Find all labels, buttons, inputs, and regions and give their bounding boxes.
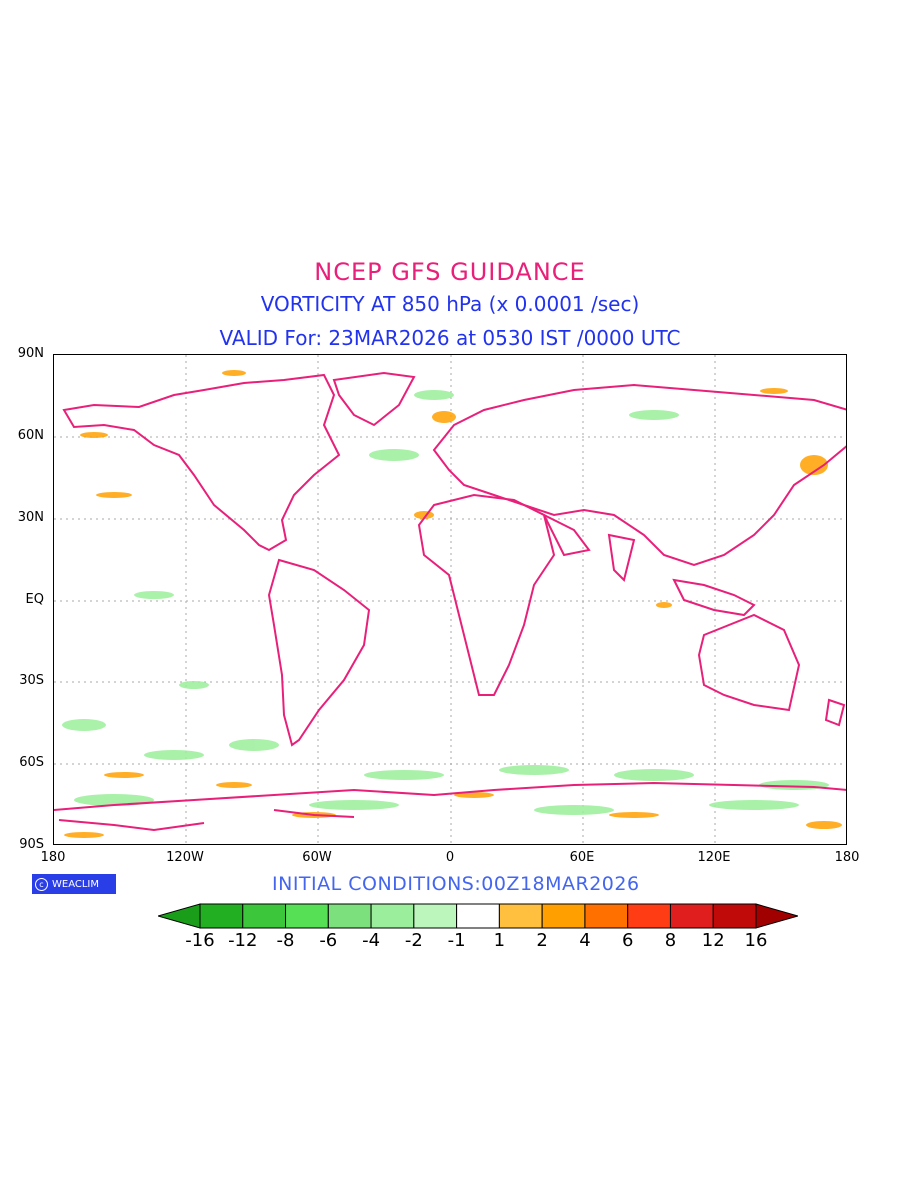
colorbar-tick-label: -2: [404, 930, 423, 951]
colorbar-tick-label: 1: [493, 930, 506, 951]
lon-label-180e: 180: [834, 850, 860, 865]
colorbar-swatch: [498, 903, 543, 929]
lon-label-180w: 180: [40, 850, 66, 865]
colorbar-swatch: [541, 903, 586, 929]
map-gridlines: [54, 355, 846, 844]
colorbar-swatch: [242, 903, 287, 929]
vorticity-field: [62, 370, 842, 838]
colorbar-extend-low: [158, 903, 201, 929]
colorbar-swatch: [456, 903, 500, 929]
map-title: NCEP GFS GUIDANCE: [314, 258, 586, 286]
colorbar-tick-label: 4: [579, 930, 591, 951]
colorbar-tick-label: -4: [362, 930, 381, 951]
colorbar-tick-label: -8: [276, 930, 295, 951]
lat-label-60n: 60N: [17, 428, 44, 443]
lon-label-60e: 60E: [569, 850, 595, 865]
colorbar-tick-label: 12: [701, 930, 725, 951]
colorbar-tick-label: 2: [536, 930, 548, 951]
lat-label-30n: 30N: [17, 510, 44, 525]
colorbar-tick-label: -1: [447, 930, 466, 951]
colorbar-tick-label: 8: [664, 930, 677, 951]
lon-label-60w: 60W: [302, 850, 332, 865]
colorbar-extend-high: [755, 903, 798, 929]
lon-label-120e: 120E: [697, 850, 731, 865]
lat-label-eq: EQ: [25, 592, 44, 607]
colorbar-swatch: [712, 903, 757, 929]
colorbar-tick-label: -6: [319, 930, 338, 951]
colorbar-swatch: [285, 903, 329, 929]
logo-text: WEACLIM: [52, 878, 100, 890]
weaclim-logo[interactable]: c WEACLIM: [32, 874, 116, 894]
colorbar-swatch: [199, 903, 244, 929]
colorbar-swatch: [627, 903, 671, 929]
colorbar-tick-label: -12: [228, 930, 258, 951]
lat-label-90s: 90S: [19, 837, 44, 852]
lat-label-30s: 30S: [19, 673, 44, 688]
colorbar-swatch: [327, 903, 372, 929]
map-panel[interactable]: [53, 354, 847, 845]
colorbar-tick-label: 16: [744, 930, 768, 951]
coastlines: [54, 371, 846, 832]
colorbar-swatch: [584, 903, 629, 929]
colorbar-swatch: [413, 903, 458, 929]
map-subtitle-variable: VORTICITY AT 850 hPa (x 0.0001 /sec): [260, 292, 640, 316]
colorbar-tick-label: -16: [185, 930, 215, 951]
initial-conditions-label: INITIAL CONDITIONS:00Z18MAR2026: [272, 873, 640, 895]
copyright-circle-icon: c: [35, 877, 48, 891]
lat-label-90n: 90N: [17, 346, 44, 361]
lon-label-120w: 120W: [166, 850, 204, 865]
colorbar-swatch: [669, 903, 714, 929]
lon-label-0: 0: [445, 850, 455, 865]
lat-label-60s: 60S: [19, 755, 44, 770]
map-subtitle-valid-time: VALID For: 23MAR2026 at 0530 IST /0000 U…: [219, 326, 681, 350]
colorbar-tick-label: 6: [621, 930, 634, 951]
vorticity-map: [54, 355, 846, 844]
colorbar: [158, 903, 798, 929]
colorbar-swatch: [370, 903, 415, 929]
